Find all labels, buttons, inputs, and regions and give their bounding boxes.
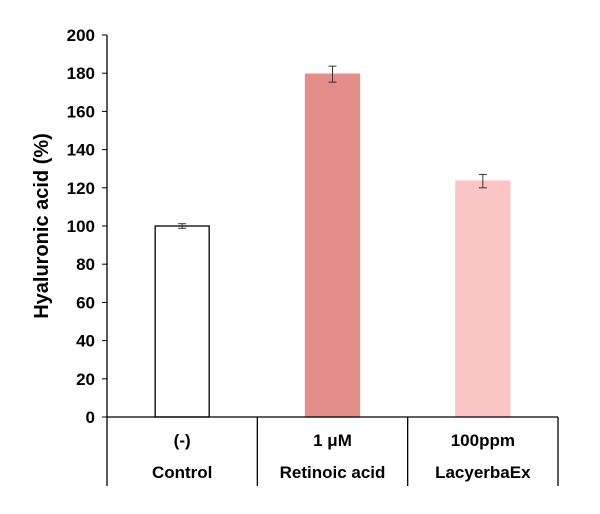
category-group-label: Retinoic acid: [280, 463, 386, 482]
category-group-label: LacyerbaEx: [435, 463, 531, 482]
y-tick-label: 20: [76, 370, 95, 389]
y-tick-label: 180: [67, 64, 95, 83]
bar-lacyerbaex: [455, 180, 511, 418]
bar-control: [154, 225, 210, 418]
error-bars: [178, 65, 487, 229]
y-axis-ticks: 0 20 40 60 80 100 120 140 160 180 200: [67, 26, 107, 427]
y-tick-label: 60: [76, 293, 95, 312]
error-bar: [478, 173, 487, 189]
y-axis-title: Hyaluronic acid (%): [31, 133, 53, 319]
y-tick-label: 100: [67, 217, 95, 236]
error-bar: [328, 65, 337, 83]
y-tick-label: 120: [67, 179, 95, 198]
category-labels: (-) Control 1 μM Retinoic acid 100ppm Lacyerb…: [152, 431, 531, 482]
category-dose-label: 100ppm: [451, 431, 515, 450]
axes: [106, 35, 559, 486]
y-tick-label: 160: [67, 102, 95, 121]
y-tick-label: 0: [86, 408, 95, 427]
y-tick-label: 80: [76, 255, 95, 274]
y-tick-label: 200: [67, 26, 95, 45]
bar-retinoic-acid: [304, 73, 361, 418]
bars: [154, 73, 511, 418]
category-dose-label: 1 μM: [313, 431, 352, 450]
error-bar: [178, 223, 187, 229]
category-group-label: Control: [152, 463, 212, 482]
y-tick-label: 40: [76, 332, 95, 351]
y-tick-label: 140: [67, 141, 95, 160]
category-dose-label: (-): [174, 431, 191, 450]
